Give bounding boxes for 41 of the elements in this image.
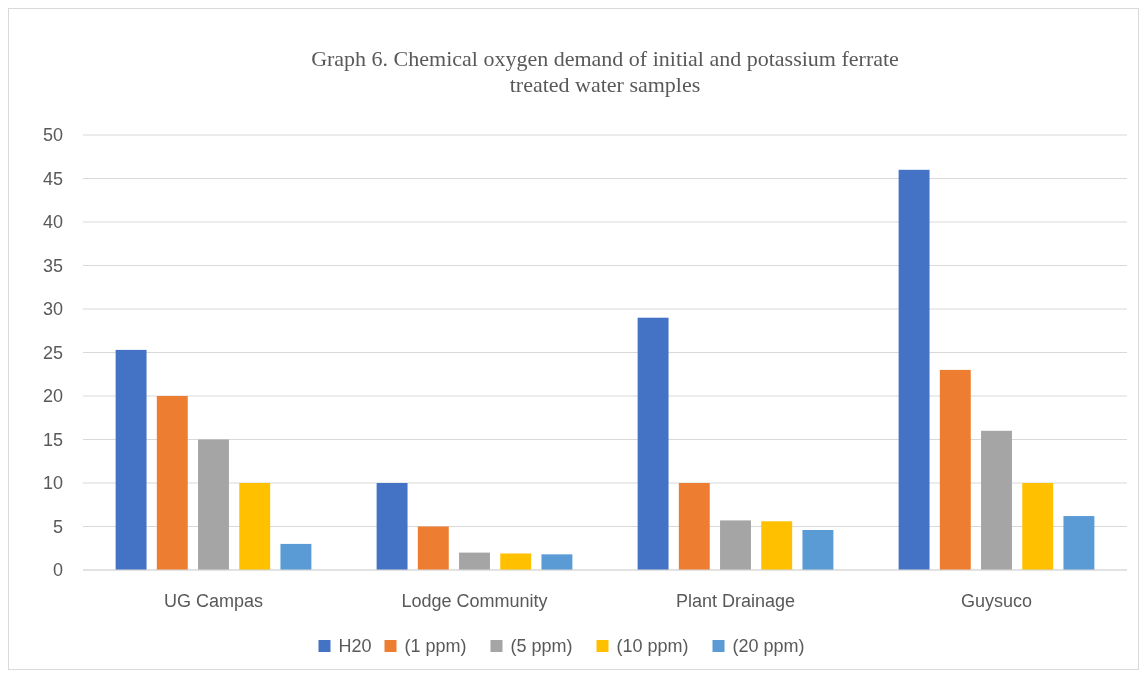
bar [720, 520, 751, 570]
bar [500, 553, 532, 570]
bar [898, 169, 930, 570]
chart-title: Graph 6. Chemical oxygen demand of initial and potassium ferrate treated water samples [311, 46, 899, 97]
y-tick-label: 20 [42, 386, 63, 407]
x-tick-label: Plant Drainage [675, 591, 796, 611]
y-tick-label: 40 [42, 212, 63, 233]
bar [802, 529, 834, 570]
bar [761, 521, 793, 570]
bar [678, 483, 710, 570]
y-tick-label: 5 [52, 516, 63, 537]
bar [156, 396, 188, 570]
legend-label: H20 [338, 636, 372, 657]
legend-label: (5 ppm) [510, 636, 573, 657]
bar [115, 349, 147, 570]
bar [1063, 516, 1095, 570]
bar [280, 543, 312, 570]
bar [541, 554, 573, 570]
y-tick-label: 30 [42, 299, 63, 320]
x-tick-label: Guysuco [960, 591, 1033, 611]
bar [459, 552, 490, 570]
bar [417, 526, 449, 570]
bar [981, 430, 1012, 570]
bar [1022, 483, 1054, 570]
y-tick-label: 35 [42, 255, 63, 276]
legend-label: (1 ppm) [404, 636, 467, 657]
y-tick-label: 15 [42, 429, 63, 450]
bar [376, 483, 408, 570]
x-tick-label: UG Campas [163, 591, 264, 611]
bar [239, 483, 271, 570]
legend-label: (20 ppm) [732, 636, 805, 657]
y-tick-label: 10 [42, 473, 63, 494]
bar [939, 369, 971, 570]
y-tick-label: 45 [42, 168, 63, 189]
x-tick-label: Lodge Community [401, 591, 548, 611]
y-tick-label: 50 [42, 125, 63, 146]
bar [637, 317, 669, 570]
y-tick-label: 25 [42, 342, 63, 363]
legend-label: (10 ppm) [616, 636, 689, 657]
bar [198, 439, 229, 570]
y-tick-label: 0 [52, 560, 63, 581]
